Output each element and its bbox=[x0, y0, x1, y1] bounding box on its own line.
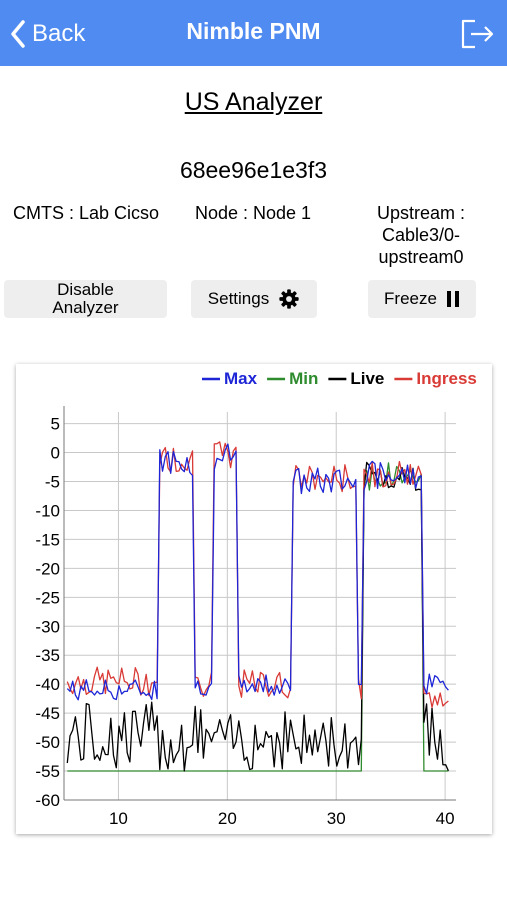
cmts-info: CMTS : Lab Cicso bbox=[12, 203, 160, 223]
node-info: Node : Node 1 bbox=[194, 203, 312, 223]
y-tick-label: -35 bbox=[35, 646, 60, 665]
upstream-value-line1: Cable3/0- bbox=[381, 225, 461, 245]
chevron-left-icon bbox=[10, 20, 26, 48]
back-button[interactable]: Back bbox=[10, 16, 85, 52]
freeze-button[interactable]: Freeze bbox=[368, 280, 476, 318]
disable-label-line2: Analyzer bbox=[52, 298, 119, 317]
series-line-max bbox=[66, 443, 449, 701]
y-tick-label: -10 bbox=[35, 501, 60, 520]
nav-bar: Back Nimble PNM bbox=[0, 0, 507, 66]
pause-icon bbox=[446, 291, 460, 307]
y-tick-label: -20 bbox=[35, 559, 60, 578]
y-tick-label: -60 bbox=[35, 791, 60, 810]
legend-label: Min bbox=[289, 369, 318, 388]
upstream-value-line2: upstream0 bbox=[378, 247, 464, 267]
x-tick-label: 30 bbox=[327, 809, 346, 828]
y-tick-label: -50 bbox=[35, 733, 60, 752]
disable-analyzer-button[interactable]: Disable Analyzer bbox=[4, 280, 167, 318]
spectrum-chart-svg: 5 0 -5 -10 -15 -20 -25 -30 -35 -40 -45 -50 -55 -60 10 2… bbox=[35, 369, 476, 828]
y-tick-label: -5 bbox=[45, 472, 60, 491]
series-line-live bbox=[66, 461, 449, 772]
y-tick-label: 0 bbox=[51, 444, 60, 463]
y-tick-label: 5 bbox=[51, 415, 60, 434]
x-tick-label: 40 bbox=[436, 809, 455, 828]
nav-title: Nimble PNM bbox=[186, 18, 321, 44]
upstream-info: Upstream : Cable3/0- upstream0 bbox=[358, 202, 484, 268]
settings-label: Settings bbox=[207, 289, 270, 308]
series-line-ingress bbox=[66, 441, 449, 708]
y-tick-label: -55 bbox=[35, 762, 60, 781]
logout-icon bbox=[461, 19, 494, 49]
freeze-label: Freeze bbox=[384, 289, 437, 308]
upstream-label: Upstream : bbox=[376, 203, 466, 223]
x-tick-label: 10 bbox=[109, 809, 128, 828]
logout-button[interactable] bbox=[458, 16, 498, 52]
spectrum-chart: 5 0 -5 -10 -15 -20 -25 -30 -35 -40 -45 -50 -55 -60 10 2… bbox=[16, 364, 492, 834]
gear-icon bbox=[278, 288, 300, 310]
legend-label: Max bbox=[224, 369, 258, 388]
page-title: US Analyzer bbox=[184, 88, 323, 116]
y-tick-label: -40 bbox=[35, 675, 60, 694]
legend-label: Live bbox=[350, 369, 384, 388]
settings-button[interactable]: Settings bbox=[191, 280, 317, 318]
device-id: 68ee96e1e3f3 bbox=[179, 157, 328, 183]
legend-label: Ingress bbox=[416, 369, 476, 388]
back-label: Back bbox=[32, 20, 86, 47]
y-tick-label: -45 bbox=[35, 704, 60, 723]
y-tick-label: -30 bbox=[35, 617, 60, 636]
series-line-min bbox=[67, 462, 449, 772]
y-tick-label: -15 bbox=[35, 530, 60, 549]
disable-label-line1: Disable bbox=[57, 280, 114, 299]
x-tick-label: 20 bbox=[218, 809, 237, 828]
y-tick-label: -25 bbox=[35, 588, 60, 607]
